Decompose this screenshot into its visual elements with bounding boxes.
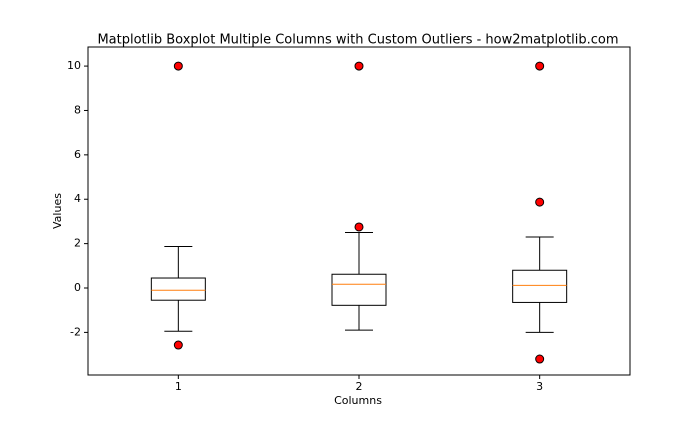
y-tick-label: 8: [74, 103, 81, 116]
y-tick-label: 10: [67, 59, 81, 72]
outlier: [535, 354, 545, 364]
outlier: [354, 222, 364, 232]
outlier: [173, 61, 183, 71]
box: [512, 269, 568, 303]
y-tick-label: 6: [74, 148, 81, 161]
box: [150, 277, 206, 301]
outlier: [535, 197, 545, 207]
outlier: [173, 340, 183, 350]
box: [331, 273, 387, 306]
y-tick-label: -2: [70, 325, 81, 338]
y-axis-label: Values: [51, 193, 64, 229]
outlier: [354, 61, 364, 71]
y-tick-label: 2: [74, 237, 81, 250]
y-tick-label: 0: [74, 281, 81, 294]
outlier: [535, 61, 545, 71]
x-tick-label: 3: [536, 380, 543, 393]
x-tick-label: 2: [356, 380, 363, 393]
x-tick-label: 1: [175, 380, 182, 393]
y-tick-label: 4: [74, 192, 81, 205]
chart-title: Matplotlib Boxplot Multiple Columns with…: [97, 33, 618, 48]
x-axis-label: Columns: [334, 394, 382, 407]
